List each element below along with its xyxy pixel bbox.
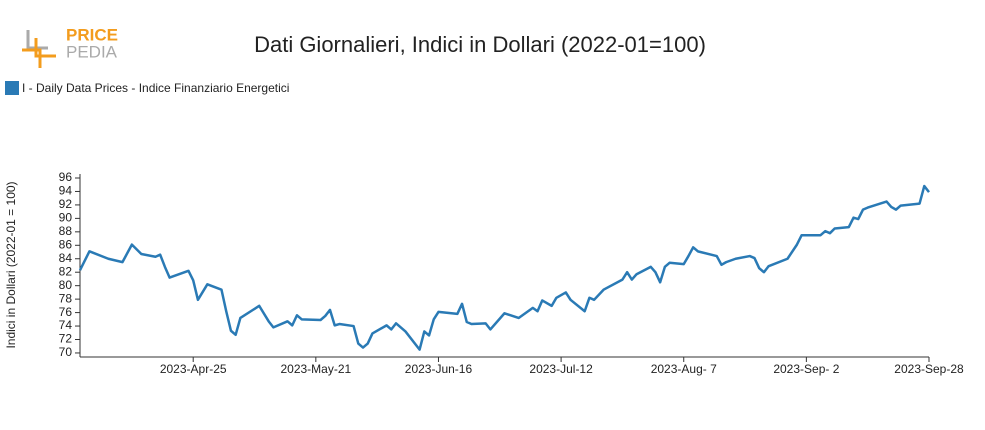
x-tick-label: 2023-Jun-16 — [405, 362, 473, 376]
y-tick-label: 74 — [59, 318, 73, 332]
y-axis-label: Indici in Dollari (2022-01 = 100) — [4, 181, 18, 348]
x-tick-label: 2023-Apr-25 — [160, 362, 227, 376]
chart-title: Dati Giornalieri, Indici in Dollari (202… — [254, 32, 706, 57]
y-tick-label: 82 — [59, 264, 73, 278]
y-tick-label: 70 — [59, 345, 73, 359]
x-tick-label: 2023-Aug- 7 — [651, 362, 717, 376]
y-tick-label: 80 — [59, 278, 73, 292]
y-tick-label: 90 — [59, 211, 73, 225]
x-tick-label: 2023-May-21 — [280, 362, 351, 376]
x-tick-label: 2023-Sep-28 — [894, 362, 964, 376]
y-tick-label: 92 — [59, 197, 73, 211]
y-tick-label: 88 — [59, 224, 73, 238]
logo: PRICE PEDIA — [22, 25, 118, 68]
legend-swatch — [5, 81, 19, 95]
x-tick-label: 2023-Sep- 2 — [773, 362, 839, 376]
y-tick-label: 76 — [59, 305, 73, 319]
logo-text: PEDIA — [66, 42, 118, 61]
y-tick-label: 84 — [59, 251, 73, 265]
logo-icon — [26, 30, 48, 50]
y-tick-label: 94 — [59, 184, 73, 198]
data-line — [78, 184, 930, 351]
legend-label: I - Daily Data Prices - Indice Finanziar… — [22, 81, 289, 95]
x-tick-label: 2023-Jul-12 — [529, 362, 593, 376]
y-tick-label: 86 — [59, 237, 73, 251]
y-tick-label: 78 — [59, 291, 73, 305]
y-tick-label: 72 — [59, 332, 73, 346]
logo-icon — [22, 38, 56, 68]
logo-text: PRICE — [66, 25, 118, 44]
y-tick-label: 96 — [59, 170, 73, 184]
